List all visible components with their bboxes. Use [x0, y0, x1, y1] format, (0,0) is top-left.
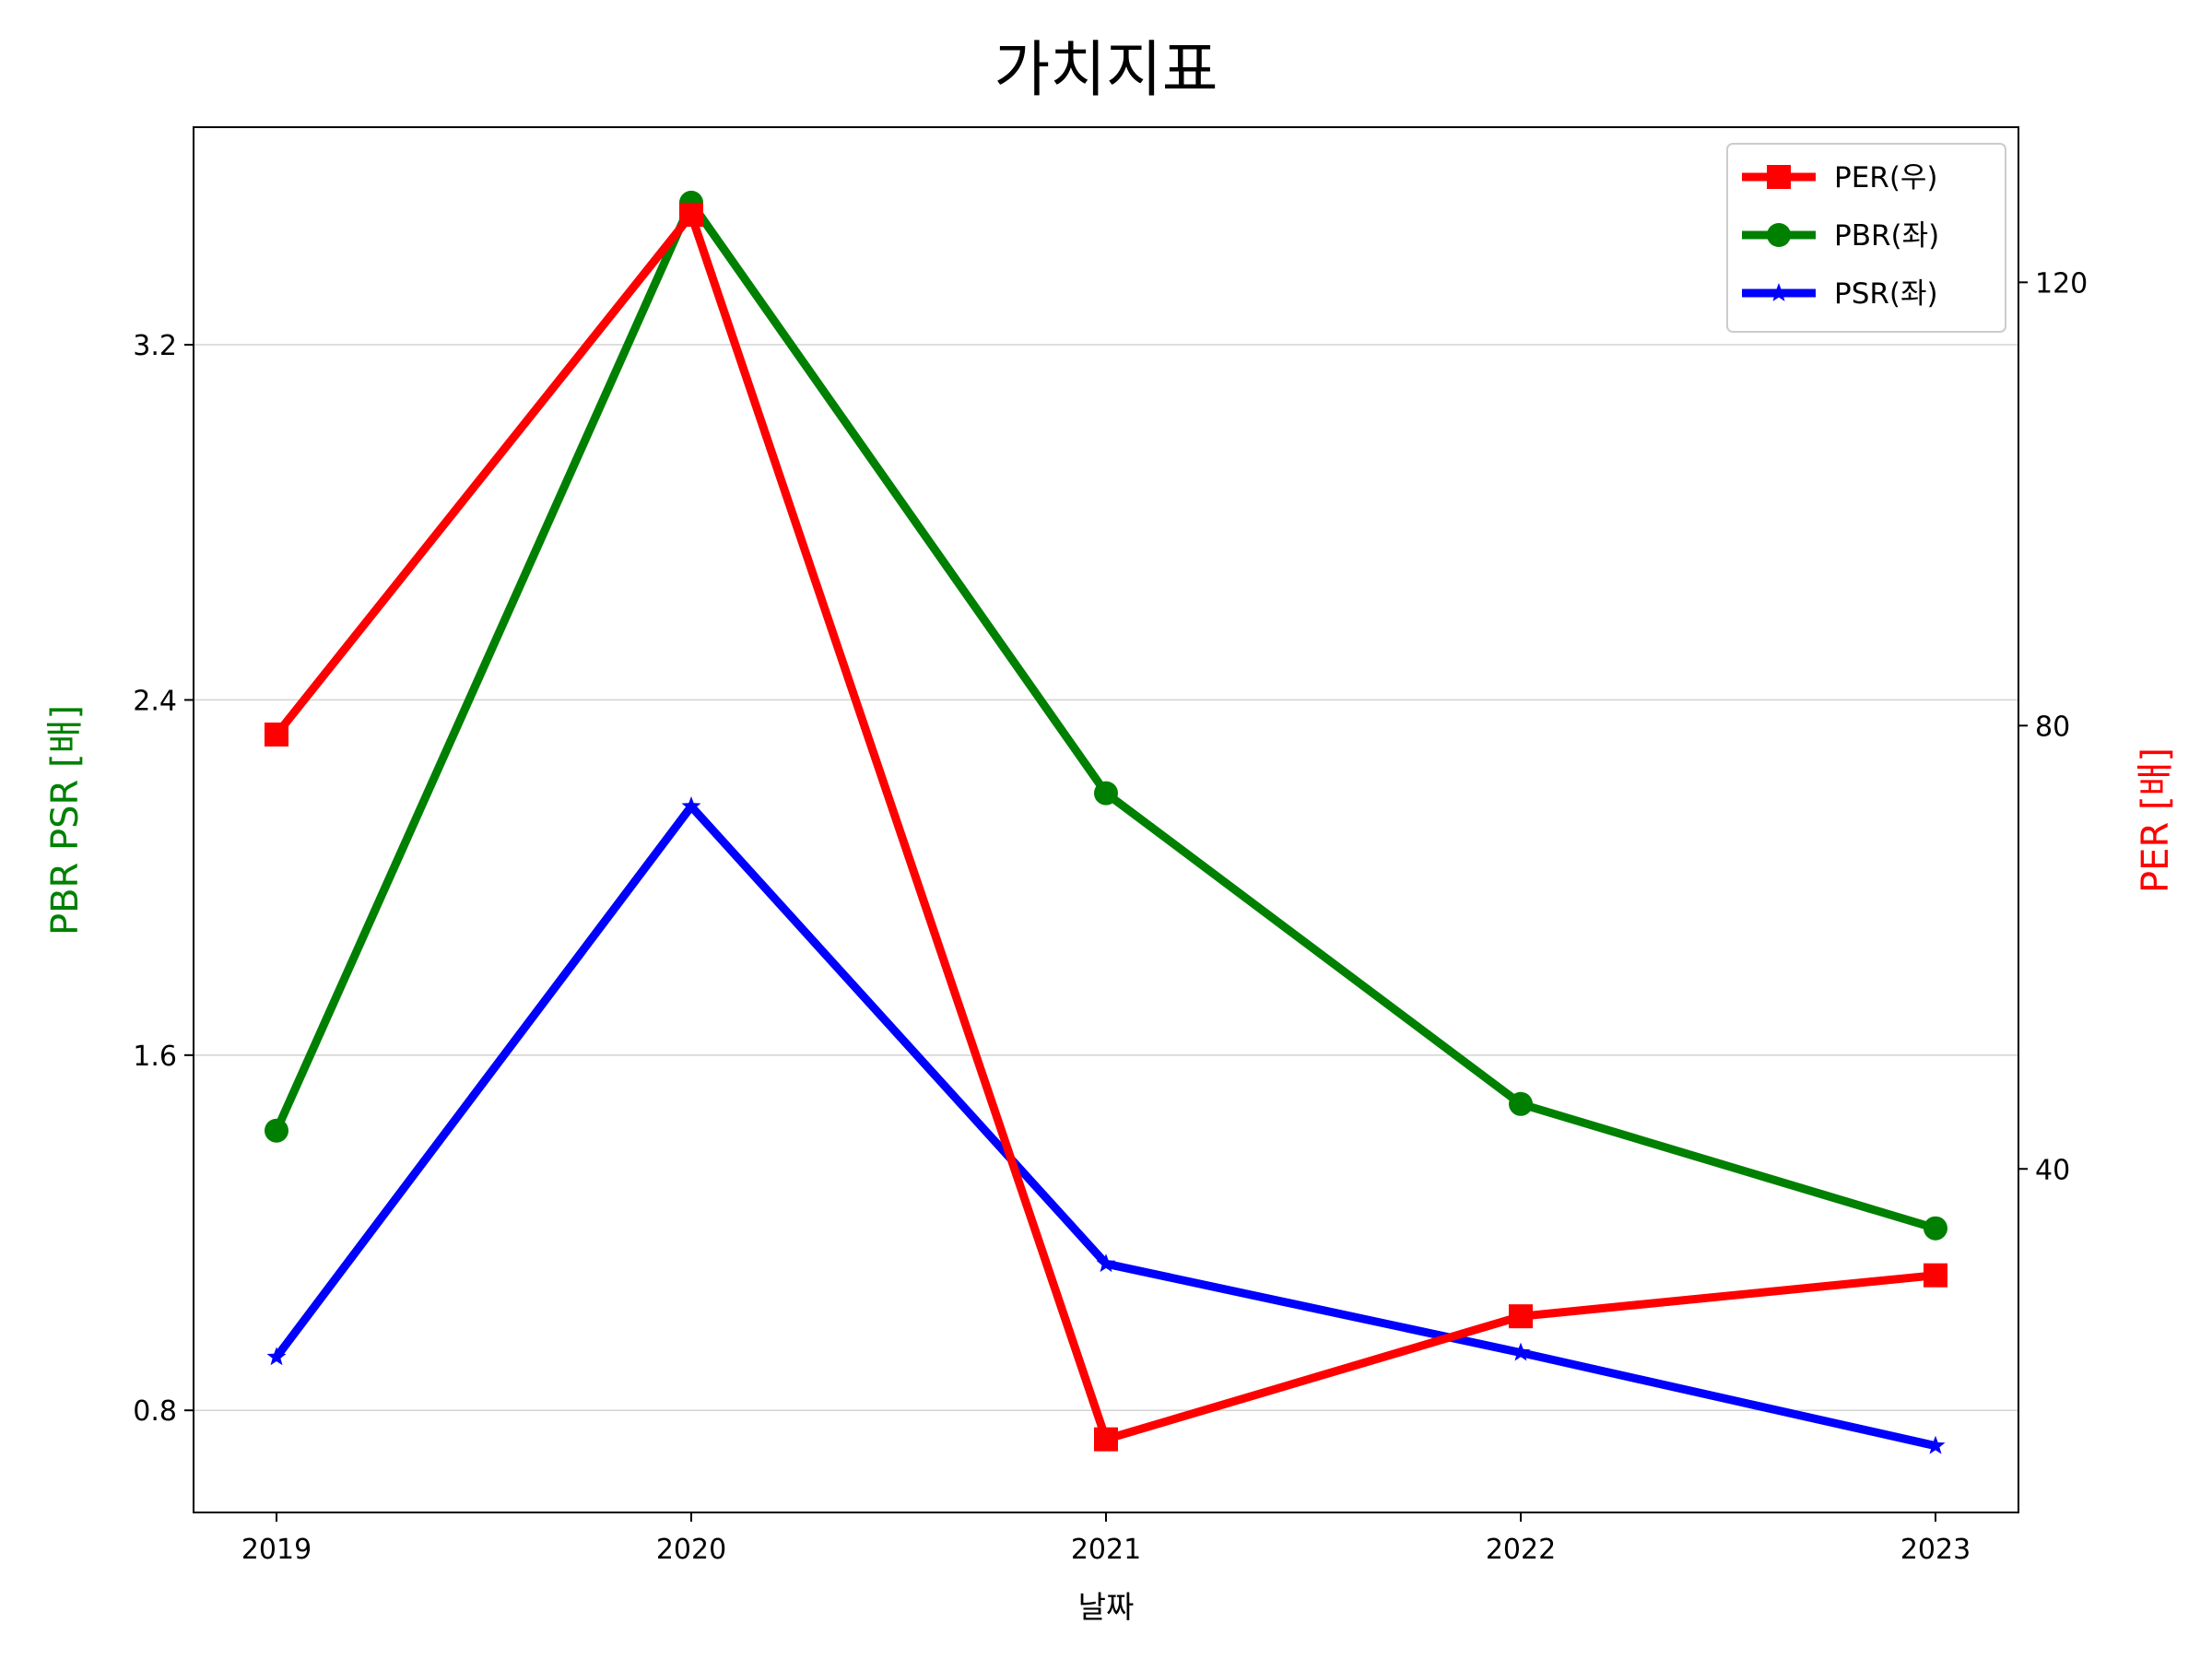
- grid-lines: [194, 344, 2018, 1411]
- data-point-pbr: [1509, 1091, 1533, 1116]
- axes-layer: 0.8 1.6 2.4 3.2 40 80 120 2019 2020 2021 2022 2023: [133, 267, 2088, 1566]
- data-point-per: [679, 202, 703, 227]
- x-axis-label: 날짜: [1078, 1589, 1135, 1625]
- right-y-tick-label: 120: [2035, 267, 2088, 300]
- legend-marker-psr: [1769, 283, 1789, 301]
- legend-box: [1726, 143, 2006, 333]
- x-tick-label: 2020: [656, 1534, 726, 1566]
- data-point-per: [1924, 1263, 1947, 1288]
- data-point-pbr: [1924, 1216, 1947, 1241]
- left-y-tick-label: 1.6: [133, 1041, 177, 1073]
- x-tick-label: 2021: [1071, 1534, 1141, 1566]
- data-point-psr: [681, 796, 701, 815]
- right-y-tick-label: 40: [2035, 1154, 2070, 1186]
- left-y-axis-label: PBR PSR [배]: [44, 705, 87, 935]
- legend-marker-per: [1767, 165, 1791, 189]
- data-point-per: [265, 722, 288, 747]
- series-layer: [265, 190, 1947, 1454]
- legend-label-pbr: PBR(좌): [1834, 219, 1939, 253]
- data-point-pbr: [265, 1118, 288, 1143]
- data-point-psr: [1925, 1435, 1946, 1454]
- left-y-tick-label: 0.8: [133, 1395, 177, 1428]
- chart-title: 가치지표: [994, 34, 1218, 105]
- data-point-psr: [266, 1347, 287, 1366]
- x-tick-label: 2022: [1486, 1534, 1556, 1566]
- legend-marker-pbr: [1767, 223, 1791, 247]
- data-point-psr: [1511, 1342, 1531, 1361]
- data-point-psr: [1096, 1253, 1116, 1273]
- legend: PER(우) PBR(좌) PSR(좌): [1726, 143, 2006, 333]
- data-point-per: [1509, 1304, 1533, 1329]
- right-y-tick-label: 80: [2035, 711, 2070, 743]
- legend-label-per: PER(우): [1834, 161, 1938, 194]
- data-point-pbr: [1094, 781, 1118, 806]
- legend-label-psr: PSR(좌): [1834, 277, 1938, 311]
- right-y-axis-label: PER [배]: [2135, 747, 2177, 893]
- x-tick-label: 2023: [1900, 1534, 1971, 1566]
- left-y-tick-label: 2.4: [133, 685, 177, 717]
- data-point-per: [1094, 1427, 1118, 1452]
- left-y-tick-label: 3.2: [133, 330, 177, 362]
- x-tick-label: 2019: [241, 1534, 312, 1566]
